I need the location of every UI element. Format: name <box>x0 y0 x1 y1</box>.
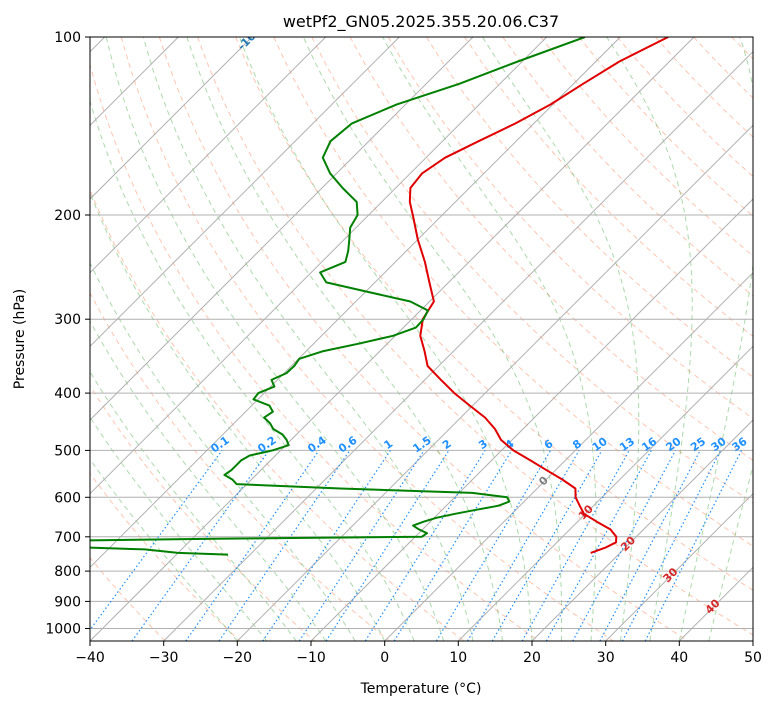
dry-adiabat <box>90 291 390 641</box>
isotherm-line <box>90 37 327 274</box>
dry-adiabat <box>273 37 753 547</box>
dewpoint-line <box>90 37 586 556</box>
sounding-series <box>90 37 669 556</box>
mixing-ratio-line <box>521 450 630 641</box>
dry-adiabat <box>197 37 753 636</box>
x-axis-ticks: −40 −30 −20 −10 0 10 20 30 40 50 <box>75 641 762 666</box>
y-tick-label: 200 <box>54 208 81 224</box>
isotherm-line <box>90 37 548 495</box>
x-tick-label: 20 <box>523 650 541 666</box>
y-axis-ticks: 100 200 300 400 500 600 700 800 900 1000 <box>45 30 90 638</box>
mixing-ratio-line <box>325 450 450 641</box>
mixing-ratio-lines <box>90 450 743 641</box>
dry-adiabats <box>90 37 753 641</box>
dry-adiabat <box>502 37 753 297</box>
dry-adiabat <box>90 62 540 641</box>
moist-adiabat <box>238 37 533 641</box>
dry-adiabat <box>120 37 614 641</box>
plot-frame <box>89 36 754 642</box>
moist-adiabat <box>606 37 693 641</box>
mixing-ratio-line <box>364 450 486 641</box>
moist-adiabat <box>481 37 640 641</box>
moist-adiabat <box>90 416 268 641</box>
temperature-line <box>408 37 669 554</box>
isotherm-line <box>457 345 753 641</box>
y-tick-label: 1000 <box>45 622 81 638</box>
moist-adiabat <box>302 37 563 641</box>
mixing-ratio-line <box>435 450 552 641</box>
isotherm-line <box>163 50 753 641</box>
mixing-ratio-line <box>218 450 351 641</box>
moist-adiabat <box>142 37 474 641</box>
moist-adiabat <box>90 191 386 641</box>
dry-adiabat <box>311 37 753 504</box>
isotherm-line <box>90 37 695 641</box>
moist-adiabat <box>105 37 445 641</box>
x-axis-title: Temperature (°C) <box>360 681 482 697</box>
x-tick-label: −10 <box>296 650 326 666</box>
mixing-ratio-line <box>545 450 652 641</box>
dry-adiabat <box>90 384 316 641</box>
isotherm-line <box>90 37 400 348</box>
mixing-ratio-line <box>131 450 270 641</box>
x-tick-label: 10 <box>449 650 467 666</box>
chart-title: wetPf2_GN05.2025.355.20.06.C37 <box>283 12 559 32</box>
dry-adiabat <box>158 37 689 641</box>
y-tick-label: 300 <box>54 312 81 328</box>
isotherm-line <box>90 37 474 421</box>
y-tick-label: 100 <box>54 30 81 46</box>
x-tick-label: 40 <box>670 650 688 666</box>
x-tick-label: 50 <box>744 650 762 666</box>
y-tick-label: 500 <box>54 443 81 459</box>
isotherm-line <box>90 37 253 200</box>
y-axis-title: Pressure (hPa) <box>12 289 28 389</box>
isotherm-line <box>531 419 753 641</box>
dry-adiabat <box>235 37 753 591</box>
moist-adiabat <box>90 458 238 641</box>
y-tick-label: 400 <box>54 386 81 402</box>
moist-adiabat <box>90 99 415 641</box>
isotherm-line <box>310 198 753 641</box>
mixing-ratio-line <box>393 450 513 641</box>
mixing-ratio-line <box>491 450 603 641</box>
mixing-ratio-line <box>185 450 320 641</box>
x-tick-label: 30 <box>597 650 615 666</box>
x-tick-label: −30 <box>149 650 179 666</box>
dry-adiabat <box>90 472 241 641</box>
moist-adiabat <box>90 261 356 641</box>
isotherm-line <box>384 271 753 641</box>
y-tick-label: 600 <box>54 490 81 506</box>
dry-adiabat <box>90 556 166 641</box>
dry-adiabat <box>349 37 753 462</box>
y-tick-label: 700 <box>54 530 81 546</box>
x-tick-label: 0 <box>380 650 389 666</box>
y-tick-label: 900 <box>54 594 81 610</box>
mixing-ratio-line <box>90 450 223 631</box>
isotherm-line <box>236 124 753 641</box>
mixing-ratio-line <box>466 450 580 641</box>
mixing-ratio-line <box>572 450 677 641</box>
isotherm-line <box>605 492 753 641</box>
dry-adiabat <box>90 188 465 641</box>
moist-adiabat <box>382 37 597 641</box>
x-tick-label: −20 <box>223 650 253 666</box>
y-tick-label: 800 <box>54 564 81 580</box>
x-tick-label: −40 <box>75 650 105 666</box>
